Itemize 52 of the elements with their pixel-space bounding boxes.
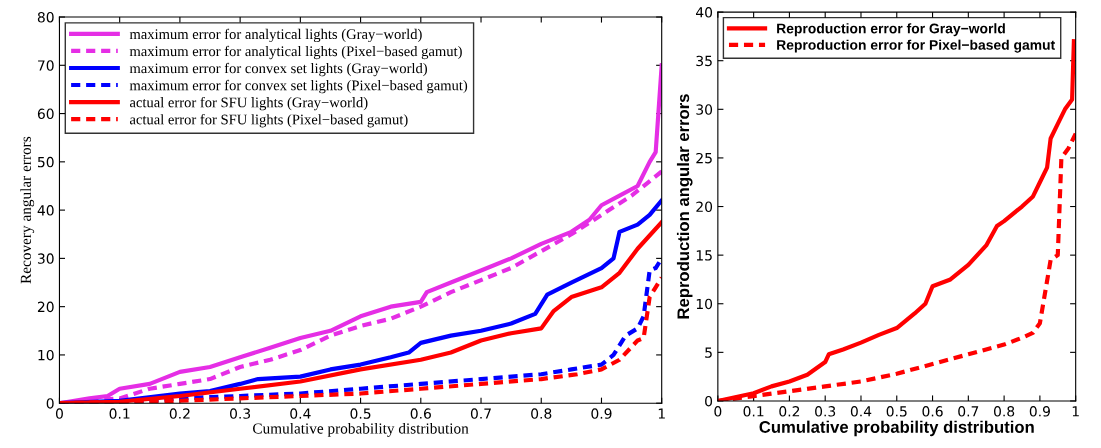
y-tick-label: 30 xyxy=(696,104,713,115)
x-tick-label: 0.8 xyxy=(993,406,1015,417)
x-tick-label: 0.4 xyxy=(850,406,872,417)
legend-label: maximum error for analytical lights (Gray−world) xyxy=(129,28,422,43)
x-tick-label: 1 xyxy=(658,408,665,419)
x-tick-label: 0.3 xyxy=(230,408,251,419)
legend-label: Reproduction error for Gray−world xyxy=(777,23,1005,37)
x-tick-label: 0.1 xyxy=(743,406,764,417)
x-tick-label: 0 xyxy=(55,408,63,419)
x-tick-label: 0.5 xyxy=(350,408,371,419)
x-tick-label: 0.8 xyxy=(531,408,552,419)
x-tick-label: 0.5 xyxy=(886,406,907,417)
y-tick-label: 50 xyxy=(37,156,54,168)
y-tick-label: 20 xyxy=(37,301,54,313)
y-tick-label: 20 xyxy=(696,201,713,212)
y-tick-label: 40 xyxy=(696,7,713,18)
x-tick-label: 0.6 xyxy=(922,406,943,417)
x-tick-label: 0.9 xyxy=(591,408,612,419)
legend-label: maximum error for analytical lights (Pixel−based gamut) xyxy=(129,45,462,60)
y-axis-title: Reproduction angular errors xyxy=(676,94,693,319)
y-tick-label: 5 xyxy=(705,347,712,358)
x-tick-label: 0.3 xyxy=(815,406,836,417)
y-tick-label: 35 xyxy=(696,55,712,67)
y-tick-label: 70 xyxy=(38,60,54,71)
x-axis-title: Cumulative probability distribution xyxy=(253,422,469,437)
x-axis-title: Cumulative probability distribution xyxy=(759,420,1034,437)
legend-label: maximum error for convex set lights (Pixel−based gamut) xyxy=(129,79,468,94)
y-tick-label: 10 xyxy=(696,298,713,310)
y-tick-label: 25 xyxy=(696,152,712,164)
x-tick-label: 0 xyxy=(714,406,722,417)
x-tick-label: 0.9 xyxy=(1029,406,1050,417)
x-tick-label: 0.7 xyxy=(470,408,491,419)
y-tick-label: 15 xyxy=(696,250,712,261)
x-tick-label: 0.6 xyxy=(410,408,431,419)
x-tick-label: 0.4 xyxy=(290,408,311,419)
y-tick-label: 80 xyxy=(37,11,54,23)
x-tick-label: 0.1 xyxy=(109,408,130,419)
x-tick-label: 0.7 xyxy=(958,406,979,417)
y-tick-label: 10 xyxy=(38,349,54,361)
y-tick-label: 30 xyxy=(37,253,54,264)
y-tick-label: 0 xyxy=(46,398,54,409)
y-tick-label: 40 xyxy=(37,205,54,216)
y-tick-label: 0 xyxy=(705,395,713,407)
x-tick-label: 0.2 xyxy=(779,406,800,417)
x-tick-label: 1 xyxy=(1072,406,1079,417)
legend-label: maximum error for convex set lights (Gray−world) xyxy=(129,62,427,77)
legend-label: actual error for SFU lights (Gray−world) xyxy=(129,96,368,111)
y-axis-title: Recovery angular errors xyxy=(20,136,35,284)
legend-label: actual error for SFU lights (Pixel−based gamut) xyxy=(129,113,408,128)
x-tick-label: 0.2 xyxy=(169,408,190,419)
legend-label: Reproduction error for Pixel−based gamut xyxy=(777,39,1056,53)
y-tick-label: 60 xyxy=(37,108,54,120)
